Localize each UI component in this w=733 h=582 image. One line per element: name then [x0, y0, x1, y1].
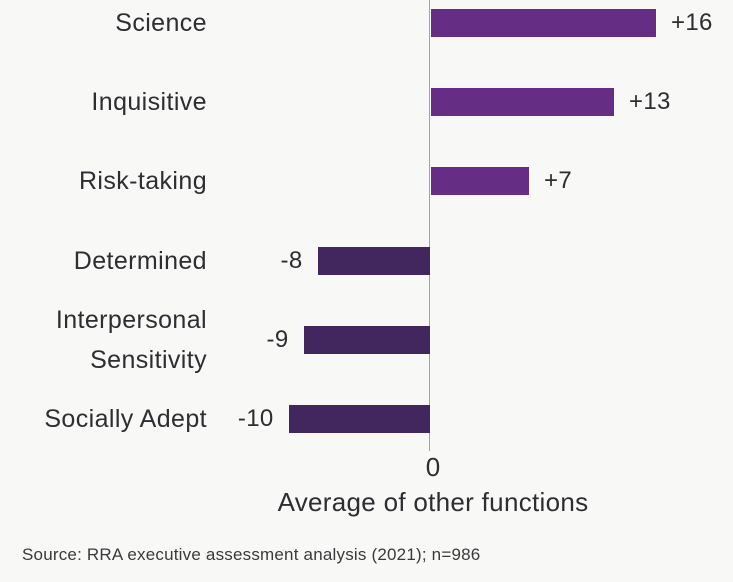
value-label: +13	[629, 88, 671, 115]
chart-row: Risk-taking +7	[0, 167, 733, 195]
value-label: +7	[544, 167, 572, 194]
bar-negative	[288, 405, 430, 433]
bar-negative	[303, 326, 430, 354]
category-label: Determined	[73, 247, 207, 275]
source-note: Source: RRA executive assessment analysi…	[22, 545, 481, 564]
x-tick-zero: 0	[425, 452, 441, 482]
chart-row: Inquisitive +13	[0, 88, 733, 116]
chart-row: Socially Adept -10	[0, 405, 733, 433]
chart-row: Interpersonal Sensitivity -9	[0, 306, 733, 374]
category-label: Risk-taking	[78, 167, 207, 195]
value-label: +16	[671, 9, 713, 36]
chart-row: Science +16	[0, 9, 733, 37]
value-label: -10	[237, 405, 274, 432]
chart-row: Determined -8	[0, 247, 733, 275]
category-label: Science	[115, 9, 207, 37]
category-label: Socially Adept	[44, 405, 207, 433]
value-label: -8	[280, 247, 303, 274]
bar-negative	[317, 247, 430, 275]
zero-axis-line	[428, 0, 430, 451]
value-label: -9	[266, 326, 289, 353]
x-axis-label: Average of other functions	[277, 487, 589, 517]
category-label: Inquisitive	[91, 88, 207, 116]
bar-positive	[431, 167, 529, 195]
category-label: Interpersonal Sensitivity	[55, 306, 207, 374]
bar-positive	[431, 9, 656, 37]
bar-positive	[431, 88, 614, 116]
